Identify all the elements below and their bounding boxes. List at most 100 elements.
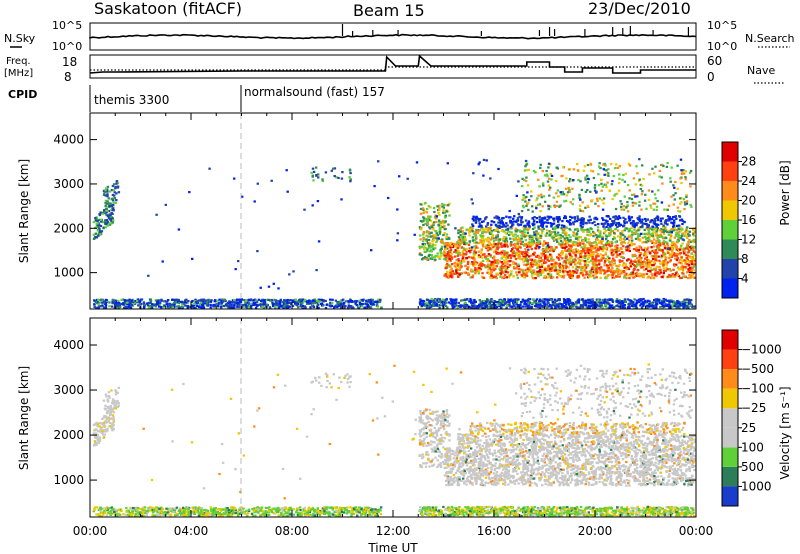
range-gate-cell [611, 276, 614, 279]
range-gate-cell [661, 276, 664, 279]
range-gate-cell [629, 258, 632, 261]
range-gate-cell [545, 229, 549, 232]
range-gate-cell [482, 235, 485, 238]
range-gate-cell [631, 262, 634, 265]
range-gate-cell [607, 228, 610, 231]
range-gate-cell [532, 252, 535, 256]
range-gate-cell [282, 302, 286, 305]
range-gate-cell [469, 256, 472, 259]
range-gate-cell [580, 246, 583, 249]
range-gate-cell [666, 275, 670, 278]
range-gate-cell [510, 272, 513, 275]
range-gate-cell [523, 231, 526, 234]
range-gate-cell [588, 299, 591, 302]
range-gate-cell [526, 242, 529, 245]
range-gate-cell [575, 220, 579, 223]
range-gate-cell [636, 229, 639, 232]
range-gate-cell [427, 246, 431, 249]
range-gate-cell [589, 272, 593, 275]
range-gate-cell [456, 306, 459, 310]
range-gate-cell [688, 266, 692, 269]
range-gate-cell [633, 224, 637, 227]
range-gate-cell [641, 222, 645, 225]
range-gate-cell [628, 303, 631, 306]
range-gate-cell [664, 303, 667, 306]
range-gate-cell [461, 257, 464, 260]
range-gate-cell [652, 306, 655, 309]
range-gate-cell [471, 239, 475, 242]
range-gate-cell [370, 300, 373, 303]
range-gate-cell [473, 260, 476, 263]
range-gate-cell [660, 231, 663, 234]
range-gate-cell [470, 304, 474, 307]
range-gate-cell [516, 248, 519, 251]
range-gate-cell [602, 223, 605, 226]
range-gate-cell [366, 303, 370, 306]
range-gate-cell [369, 301, 372, 304]
range-gate-cell [492, 267, 495, 270]
range-gate-cell [108, 301, 111, 304]
range-gate-cell [583, 276, 586, 279]
range-gate-cell [457, 239, 460, 242]
range-gate-cell [431, 244, 435, 247]
range-gate-cell [680, 218, 684, 221]
range-gate-cell [122, 303, 125, 306]
range-gate-cell [655, 242, 658, 245]
range-gate-cell [678, 306, 681, 309]
range-gate-cell [633, 272, 637, 275]
range-gate-cell [686, 243, 689, 246]
range-gate-cell [660, 222, 663, 225]
range-gate-cell [289, 299, 292, 302]
range-gate-cell [553, 301, 557, 304]
range-gate-cell [536, 270, 539, 273]
range-gate-cell [593, 241, 596, 244]
range-gate-cell [603, 276, 607, 279]
range-gate-cell [630, 234, 633, 237]
range-gate-cell [463, 306, 467, 309]
range-gate-cell [518, 268, 521, 271]
range-gate-cell [469, 247, 473, 250]
range-gate-cell [681, 268, 684, 271]
range-gate-cell [654, 251, 657, 254]
range-gate-cell [431, 246, 434, 249]
range-gate-cell [524, 253, 527, 256]
range-gate-cell [520, 234, 523, 237]
range-gate-cell [590, 299, 594, 302]
range-gate-cell [349, 172, 352, 175]
range-gate-cell [361, 299, 365, 302]
range-gate-cell [512, 250, 515, 253]
range-gate-cell [435, 237, 438, 240]
range-gate-cell [690, 260, 693, 263]
range-gate-cell [533, 251, 536, 254]
range-gate-cell [529, 268, 532, 271]
noise-left-label: N.Sky [4, 32, 36, 45]
range-gate-cell [492, 243, 496, 246]
range-gate-cell [578, 250, 581, 253]
range-gate-cell [458, 266, 461, 269]
range-gate-cell [588, 241, 591, 244]
range-gate-cell [573, 271, 576, 274]
range-gate-cell [680, 262, 684, 265]
range-gate-cell [613, 276, 616, 279]
range-gate-cell [108, 222, 111, 225]
range-gate-cell [644, 257, 647, 260]
range-gate-cell [100, 301, 103, 304]
range-gate-cell [641, 241, 644, 244]
range-gate-cell [633, 228, 636, 231]
range-gate-cell [516, 230, 519, 233]
range-gate-cell [632, 248, 636, 251]
range-gate-cell [561, 231, 565, 234]
range-gate-cell [656, 215, 659, 218]
range-gate-cell [664, 228, 668, 231]
range-gate-cell [601, 249, 605, 252]
range-gate-cell [454, 249, 457, 252]
range-gate-cell [609, 306, 613, 309]
range-gate-cell [443, 258, 446, 261]
range-gate-cell [620, 232, 624, 235]
range-gate-cell [681, 222, 684, 226]
range-gate-cell [461, 230, 464, 233]
range-gate-cell [556, 218, 560, 221]
range-gate-cell [560, 227, 563, 230]
range-gate-cell [433, 221, 436, 224]
range-gate-cell [474, 263, 478, 266]
